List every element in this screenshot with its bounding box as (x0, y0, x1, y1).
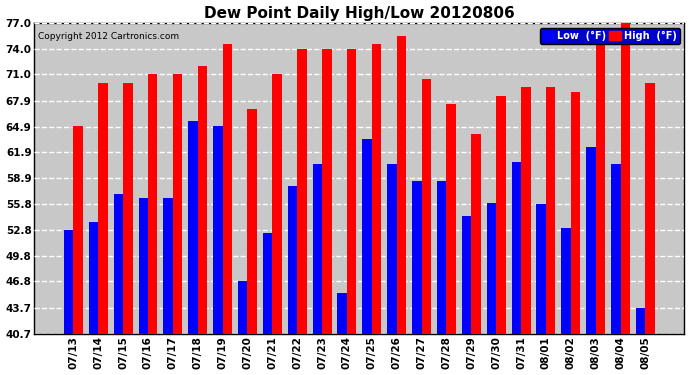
Bar (297, 49, 306, 334)
Text: Copyright 2012 Cartronics.com: Copyright 2012 Cartronics.com (37, 32, 179, 41)
Bar (188, 122, 198, 334)
Bar (496, 96, 506, 334)
Bar (238, 282, 248, 334)
Bar (645, 83, 655, 334)
Bar (486, 203, 496, 334)
Bar (362, 139, 372, 334)
Title: Dew Point Daily High/Low 20120806: Dew Point Daily High/Low 20120806 (204, 6, 515, 21)
Bar (148, 75, 157, 334)
Bar (213, 126, 223, 334)
Bar (372, 45, 382, 334)
Bar (636, 308, 645, 334)
Bar (139, 198, 148, 334)
Bar (288, 186, 297, 334)
Bar (337, 292, 347, 334)
Bar (586, 147, 595, 334)
Bar (595, 40, 605, 334)
Bar (98, 83, 108, 334)
Bar (397, 36, 406, 334)
Bar (198, 66, 207, 334)
Bar (537, 204, 546, 334)
Bar (521, 87, 531, 334)
Bar (412, 182, 422, 334)
Bar (164, 198, 172, 334)
Bar (73, 126, 83, 334)
Bar (172, 75, 182, 334)
Bar (347, 49, 357, 334)
Bar (562, 228, 571, 334)
Bar (471, 134, 481, 334)
Bar (387, 164, 397, 334)
Legend: Low  (°F), High  (°F): Low (°F), High (°F) (540, 28, 680, 44)
Bar (546, 87, 555, 334)
Bar (462, 216, 471, 334)
Bar (511, 162, 521, 334)
Bar (123, 83, 132, 334)
Bar (313, 164, 322, 334)
Bar (611, 164, 620, 334)
Bar (571, 92, 580, 334)
Bar (437, 182, 446, 334)
Bar (422, 79, 431, 334)
Bar (322, 49, 331, 334)
Bar (263, 233, 273, 334)
Bar (248, 109, 257, 334)
Bar (64, 230, 73, 334)
Bar (223, 45, 232, 334)
Bar (446, 104, 456, 334)
Bar (273, 75, 282, 334)
Bar (114, 194, 123, 334)
Bar (620, 23, 630, 334)
Bar (89, 222, 98, 334)
